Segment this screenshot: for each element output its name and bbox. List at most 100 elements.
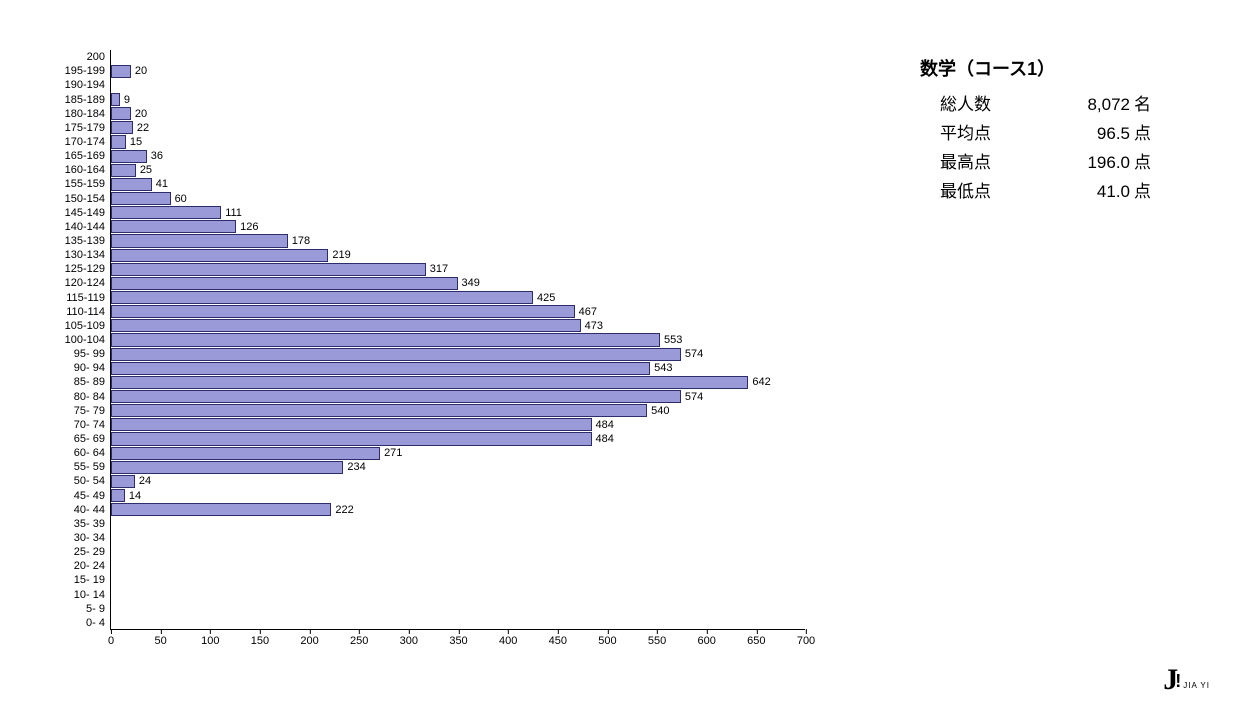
stats-row: 平均点96.5点 <box>920 120 1210 149</box>
y-axis-label: 25- 29 <box>21 546 111 558</box>
y-axis-label: 165-169 <box>21 150 111 162</box>
y-axis-label: 175-179 <box>21 122 111 134</box>
stats-unit: 名 <box>1130 91 1160 120</box>
y-axis-label: 185-189 <box>21 94 111 106</box>
histogram-bar <box>111 348 681 361</box>
histogram-bar <box>111 121 133 134</box>
y-axis-label: 170-174 <box>21 136 111 148</box>
y-axis-label: 195-199 <box>21 65 111 77</box>
bar-value-label: 234 <box>343 461 365 473</box>
stats-panel: 数学（コース1） 総人数8,072名平均点96.5点最高点196.0点最低点41… <box>860 20 1210 692</box>
y-axis-label: 100-104 <box>21 334 111 346</box>
bar-value-label: 484 <box>592 433 614 445</box>
stats-value: 8,072 <box>1040 91 1130 120</box>
bar-row: 85- 89642 <box>111 375 771 389</box>
y-axis-label: 150-154 <box>21 193 111 205</box>
histogram-bar <box>111 107 131 120</box>
bar-value-label: 574 <box>681 348 703 360</box>
stats-label: 最高点 <box>940 149 1040 178</box>
bar-row: 165-16936 <box>111 149 163 163</box>
y-axis-label: 35- 39 <box>21 518 111 530</box>
x-axis-tick: 200 <box>300 629 318 647</box>
bar-row: 40- 44222 <box>111 503 354 517</box>
logo: J ! JIA YI <box>1163 667 1210 693</box>
histogram-bar <box>111 489 125 502</box>
y-axis-label: 180-184 <box>21 108 111 120</box>
y-axis-label: 135-139 <box>21 235 111 247</box>
x-axis-tick: 50 <box>155 629 167 647</box>
histogram-bar <box>111 93 120 106</box>
histogram-bar <box>111 150 147 163</box>
histogram-bar <box>111 263 426 276</box>
x-axis-tick: 450 <box>549 629 567 647</box>
stats-rows: 総人数8,072名平均点96.5点最高点196.0点最低点41.0点 <box>920 91 1210 207</box>
stats-unit: 点 <box>1130 120 1160 149</box>
bar-row: 115-119425 <box>111 290 555 304</box>
bar-value-label: 473 <box>581 320 603 332</box>
x-axis-tick: 150 <box>251 629 269 647</box>
bar-value-label: 14 <box>125 490 141 502</box>
histogram-bar <box>111 249 328 262</box>
y-axis-label: 75- 79 <box>21 405 111 417</box>
bar-row: 185-1899 <box>111 92 130 106</box>
bar-value-label: 425 <box>533 292 555 304</box>
bar-row: 130-134219 <box>111 248 351 262</box>
histogram-bar <box>111 192 171 205</box>
histogram-bar <box>111 305 575 318</box>
y-axis-label: 125-129 <box>21 263 111 275</box>
bar-row: 100-104553 <box>111 333 682 347</box>
y-axis-label: 160-164 <box>21 164 111 176</box>
bar-value-label: 484 <box>592 419 614 431</box>
stats-value: 196.0 <box>1040 149 1130 178</box>
x-axis-tick: 550 <box>648 629 666 647</box>
histogram-bar <box>111 178 152 191</box>
bar-value-label: 126 <box>236 221 258 233</box>
histogram-bar <box>111 291 533 304</box>
histogram-bar <box>111 432 592 445</box>
histogram-bar <box>111 319 581 332</box>
histogram-bar <box>111 461 343 474</box>
histogram-bar <box>111 404 647 417</box>
histogram-bar <box>111 362 650 375</box>
bar-row: 120-124349 <box>111 276 480 290</box>
y-axis-label: 115-119 <box>21 292 111 304</box>
bar-value-label: 543 <box>650 362 672 374</box>
y-axis-label: 190-194 <box>21 79 111 91</box>
bar-row: 75- 79540 <box>111 404 670 418</box>
x-axis-tick: 350 <box>449 629 467 647</box>
y-axis-label: 5- 9 <box>21 603 111 615</box>
stats-value: 41.0 <box>1040 178 1130 207</box>
bar-row: 160-16425 <box>111 163 152 177</box>
bar-row: 145-149111 <box>111 206 242 220</box>
x-axis-tick: 700 <box>797 629 815 647</box>
histogram-bar <box>111 503 331 516</box>
bar-row: 170-17415 <box>111 135 142 149</box>
bar-value-label: 349 <box>458 277 480 289</box>
stats-title: 数学（コース1） <box>920 55 1210 81</box>
bar-value-label: 25 <box>136 164 152 176</box>
x-axis-tick: 650 <box>747 629 765 647</box>
bar-value-label: 642 <box>748 376 770 388</box>
y-axis-label: 140-144 <box>21 221 111 233</box>
y-axis-label: 155-159 <box>21 178 111 190</box>
y-axis-label: 40- 44 <box>21 504 111 516</box>
bar-value-label: 20 <box>131 108 147 120</box>
x-axis-tick: 400 <box>499 629 517 647</box>
logo-icon-accent: ! <box>1175 671 1181 692</box>
bar-value-label: 178 <box>288 235 310 247</box>
page-container: 200 195-199 20 190-194185-1899180-184 20 175-… <box>0 0 1240 712</box>
bar-value-label: 271 <box>380 447 402 459</box>
bar-row: 155-15941 <box>111 177 168 191</box>
y-axis-label: 65- 69 <box>21 433 111 445</box>
x-axis-tick: 300 <box>400 629 418 647</box>
histogram-bar <box>111 220 236 233</box>
x-axis-tick: 500 <box>598 629 616 647</box>
bar-row: 140-144126 <box>111 220 258 234</box>
histogram-bar <box>111 418 592 431</box>
bar-value-label: 20 <box>131 65 147 77</box>
bar-row: 95- 99574 <box>111 347 703 361</box>
bar-row: 90- 94543 <box>111 361 672 375</box>
histogram-bar <box>111 206 221 219</box>
bar-value-label: 15 <box>126 136 142 148</box>
histogram-bar <box>111 234 288 247</box>
